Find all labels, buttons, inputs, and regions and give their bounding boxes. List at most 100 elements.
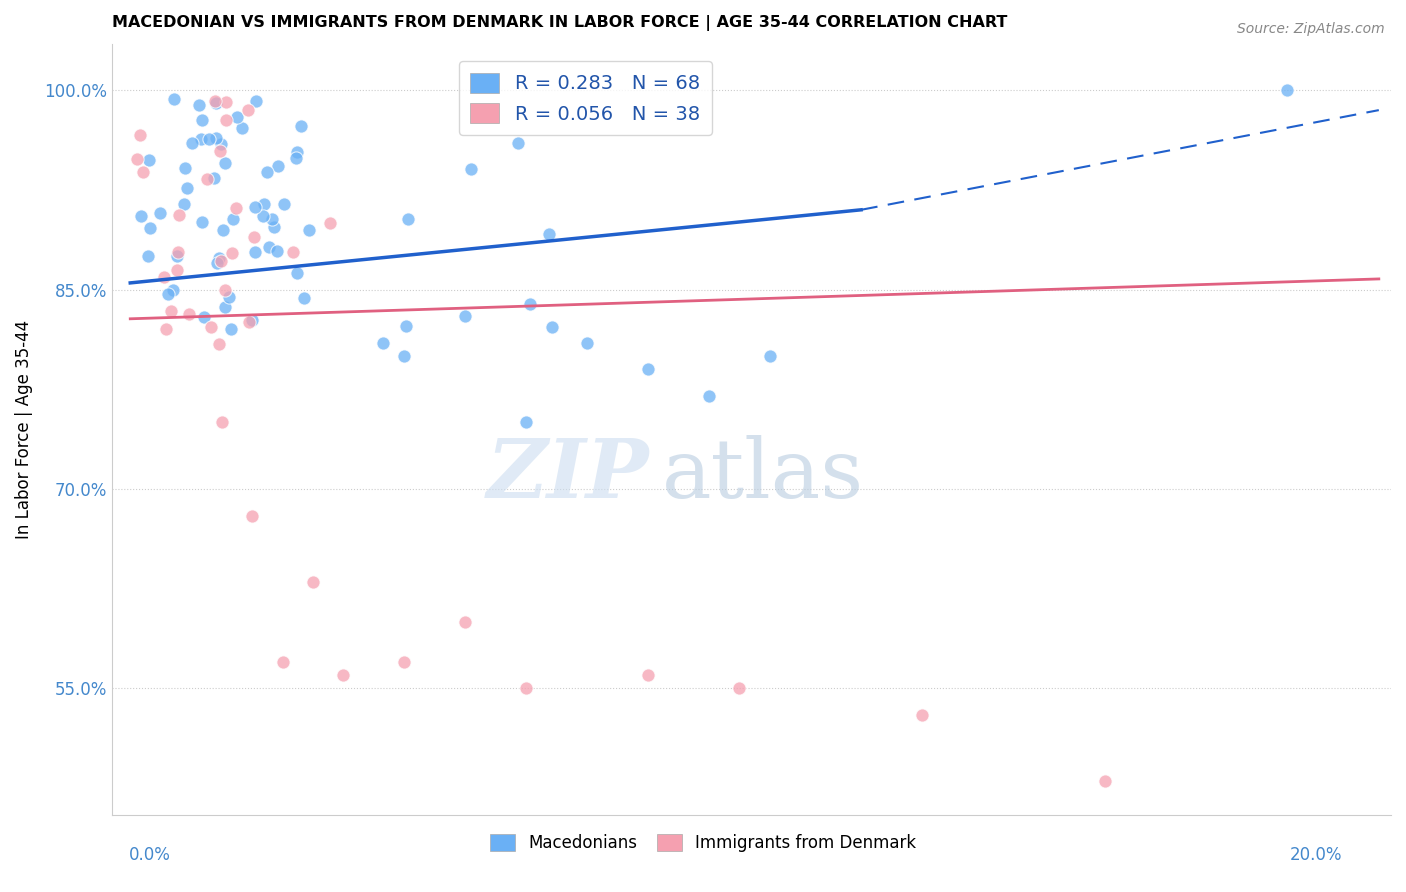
Point (155, 322, 177, 336)
Point (508, 136, 530, 151)
Point (129, 210, 152, 224)
Point (180, 136, 202, 151)
Text: ZIP: ZIP (486, 435, 650, 516)
Point (541, 320, 564, 334)
Point (243, 244, 266, 259)
Point (394, 655, 416, 669)
Point (214, 156, 236, 170)
Point (163, 92, 186, 106)
Text: Source: ZipAtlas.com: Source: ZipAtlas.com (1237, 22, 1385, 37)
Point (169, 208, 191, 222)
Point (1094, 774, 1116, 789)
Point (195, 171, 218, 186)
Point (176, 180, 198, 194)
Point (138, 153, 160, 167)
Point (166, 263, 188, 277)
Point (205, 96, 228, 111)
Point (245, 94, 267, 108)
Text: 20.0%: 20.0% (1291, 846, 1343, 863)
Point (157, 287, 180, 301)
Point (173, 197, 195, 211)
Point (149, 206, 172, 220)
Point (191, 215, 214, 229)
Point (576, 335, 599, 350)
Point (209, 136, 232, 151)
Point (262, 212, 284, 227)
Point (190, 132, 212, 146)
Y-axis label: In Labor Force | Age 35-44: In Labor Force | Age 35-44 (15, 319, 32, 539)
Point (266, 244, 288, 259)
Point (132, 165, 155, 179)
Point (515, 681, 537, 696)
Point (911, 707, 934, 722)
Point (252, 209, 274, 223)
Point (221, 246, 243, 260)
Point (332, 668, 354, 682)
Point (319, 216, 342, 230)
Point (758, 349, 780, 363)
Point (207, 256, 229, 270)
Point (253, 197, 276, 211)
Point (637, 668, 659, 682)
Point (238, 315, 260, 329)
Point (221, 322, 243, 336)
Point (202, 170, 225, 185)
Point (302, 574, 325, 589)
Point (174, 161, 197, 175)
Point (1277, 83, 1299, 97)
Point (139, 221, 162, 235)
Point (211, 416, 233, 430)
Point (193, 310, 215, 324)
Point (208, 144, 231, 158)
Point (166, 244, 188, 259)
Point (209, 254, 232, 268)
Point (200, 320, 222, 334)
Point (290, 120, 312, 134)
Point (204, 94, 226, 108)
Point (292, 291, 315, 305)
Point (515, 416, 537, 430)
Point (208, 337, 231, 351)
Point (162, 283, 184, 297)
Point (273, 197, 295, 211)
Point (460, 161, 482, 176)
Text: atlas: atlas (662, 435, 865, 516)
Point (728, 681, 751, 696)
Point (263, 220, 285, 235)
Point (395, 319, 418, 334)
Point (226, 110, 249, 124)
Point (236, 103, 259, 117)
Point (214, 301, 236, 315)
Point (215, 95, 238, 110)
Point (212, 223, 235, 237)
Point (243, 230, 266, 244)
Point (298, 223, 321, 237)
Text: 0.0%: 0.0% (129, 846, 172, 863)
Point (190, 112, 212, 127)
Point (129, 128, 152, 142)
Point (256, 165, 278, 179)
Point (285, 266, 308, 280)
Point (285, 151, 308, 165)
Point (218, 290, 240, 304)
Point (454, 615, 477, 629)
Point (271, 655, 294, 669)
Point (215, 113, 238, 128)
Point (153, 270, 176, 285)
Point (267, 159, 290, 173)
Point (222, 211, 245, 226)
Point (136, 248, 159, 262)
Point (538, 227, 561, 241)
Point (243, 200, 266, 214)
Point (231, 121, 253, 136)
Point (394, 349, 416, 363)
Point (257, 240, 280, 254)
Point (242, 312, 264, 326)
Point (697, 389, 720, 403)
Point (187, 97, 209, 112)
Point (396, 211, 419, 226)
Legend: Macedonians, Immigrants from Denmark: Macedonians, Immigrants from Denmark (482, 827, 924, 859)
Point (371, 336, 394, 351)
Point (519, 297, 541, 311)
Point (225, 201, 247, 215)
